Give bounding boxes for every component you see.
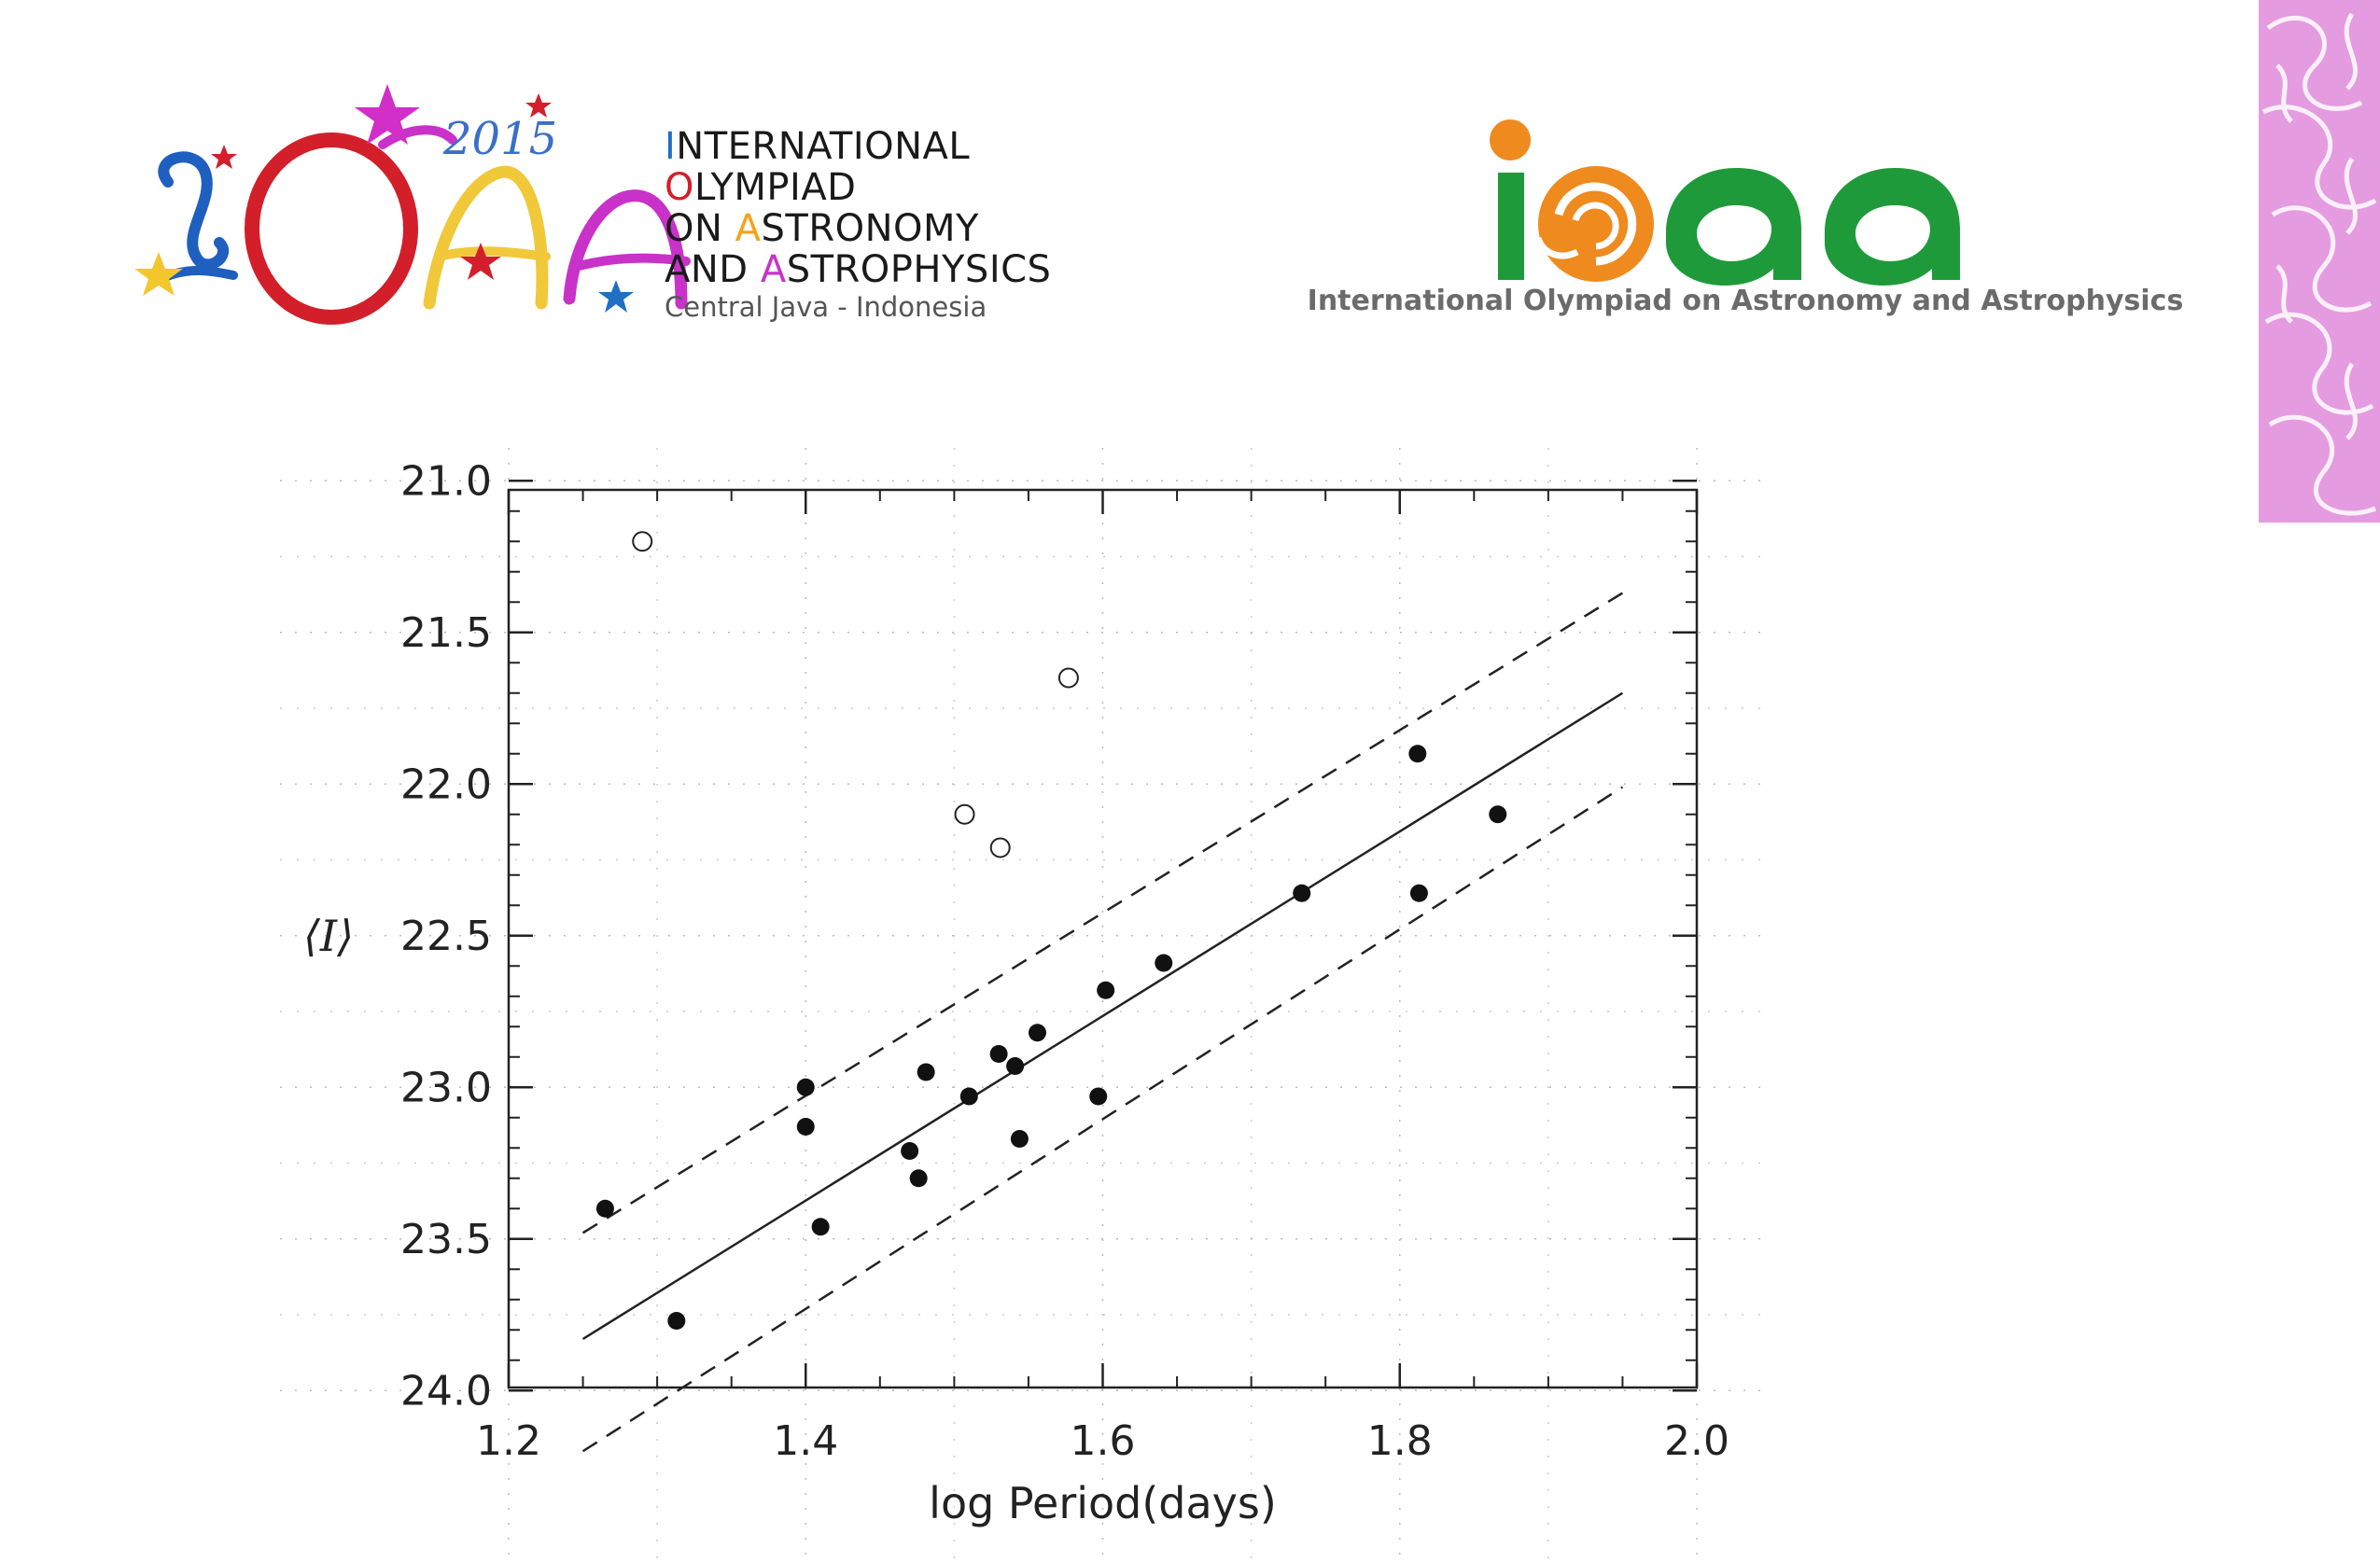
ioaa-2015-logo: 2015 bbox=[134, 84, 691, 325]
period-magnitude-chart: 1.2 1.4 1.6 1.8 2.0 21.0 21.5 22.0 22.5 23.0 23.5… bbox=[280, 448, 1773, 1562]
y-tick-labels: 21.0 21.5 22.0 22.5 23.0 23.5 24.0 bbox=[400, 457, 492, 1415]
rest: LYMPIAD bbox=[693, 166, 857, 209]
y-tick-label: 22.0 bbox=[400, 760, 492, 808]
wordmark-line-2: OLYMPIAD bbox=[665, 167, 1094, 208]
magenta-star-icon bbox=[355, 84, 420, 145]
initial: A bbox=[760, 248, 787, 291]
x-tick-label: 1.2 bbox=[476, 1417, 541, 1465]
x-tick-label: 2.0 bbox=[1664, 1417, 1729, 1465]
filled-data-point bbox=[796, 1118, 815, 1136]
y-tick-label: 22.5 bbox=[400, 913, 492, 960]
ioaa-logo bbox=[1490, 119, 1960, 286]
initial: O bbox=[665, 166, 694, 209]
filled-data-point bbox=[1028, 1024, 1046, 1042]
y-tick-label: 21.0 bbox=[400, 457, 492, 505]
filled-data-point bbox=[917, 1063, 935, 1081]
filled-data-point bbox=[901, 1142, 919, 1160]
wordmark-subtitle: Central Java - Indonesia bbox=[665, 291, 987, 323]
logo-year: 2015 bbox=[442, 113, 557, 165]
rest: NTERNATIONAL bbox=[676, 125, 971, 168]
small-red-star-icon bbox=[525, 93, 552, 118]
filled-data-point bbox=[1006, 1057, 1025, 1075]
fit-lines bbox=[581, 592, 1624, 1453]
wordmark-line-1: INTERNATIONAL bbox=[665, 126, 1094, 167]
y-tick-label: 23.0 bbox=[400, 1064, 492, 1111]
x-tick-label: 1.6 bbox=[1071, 1417, 1136, 1465]
filled-data-point bbox=[1097, 981, 1115, 999]
x-tick-label: 1.4 bbox=[773, 1417, 838, 1465]
open-data-point bbox=[632, 531, 653, 552]
x-tick-label: 1.8 bbox=[1367, 1417, 1433, 1465]
small-red-star-icon bbox=[211, 145, 237, 169]
initial: I bbox=[665, 125, 677, 168]
filled-data-point bbox=[909, 1169, 928, 1188]
y-axis-title: ⟨I⟩ bbox=[303, 911, 354, 961]
wordmark-line-4: AND ASTROPHYSICS bbox=[665, 249, 1094, 290]
galaxy-icon bbox=[1534, 166, 1654, 282]
pre: AND bbox=[665, 248, 761, 291]
grid bbox=[280, 448, 1773, 1562]
axis-ticks bbox=[507, 480, 1699, 1392]
x-axis-title: log Period(days) bbox=[929, 1478, 1277, 1528]
dashed-bound-line bbox=[581, 786, 1624, 1453]
logo-i-stem bbox=[1498, 173, 1524, 280]
batik-decoration bbox=[2259, 0, 2380, 523]
plot-frame bbox=[507, 488, 1699, 1389]
open-data-point bbox=[1057, 667, 1079, 689]
filled-data-point bbox=[1155, 954, 1173, 972]
y-tick-label: 21.5 bbox=[400, 609, 492, 657]
dashed-bound-line bbox=[581, 592, 1624, 1234]
filled-data-point bbox=[959, 1087, 978, 1106]
filled-data-point bbox=[667, 1312, 686, 1330]
blue-star-icon bbox=[598, 280, 634, 313]
filled-data-point bbox=[1409, 884, 1428, 902]
ioaa-2015-wordmark: INTERNATIONAL OLYMPIAD ON ASTRONOMY AND … bbox=[665, 126, 1094, 324]
yellow-star-icon bbox=[134, 252, 183, 296]
data-points bbox=[595, 531, 1507, 1330]
initial: A bbox=[735, 207, 762, 250]
logo-letters-artwork bbox=[154, 125, 691, 325]
logo-i-dot bbox=[1490, 119, 1531, 160]
ioaa-logo-caption: International Olympiad on Astronomy and … bbox=[1307, 285, 2184, 317]
x-tick-labels: 1.2 1.4 1.6 1.8 2.0 bbox=[476, 1417, 1729, 1465]
filled-data-point bbox=[1089, 1087, 1108, 1106]
rest: STROPHYSICS bbox=[786, 248, 1052, 291]
logo-aa-letters bbox=[1666, 168, 1960, 286]
wordmark-line-3: ON ASTRONOMY bbox=[665, 208, 1094, 249]
pre: ON bbox=[665, 207, 735, 250]
filled-data-point bbox=[1293, 884, 1311, 902]
red-star-icon bbox=[460, 243, 501, 280]
filled-data-point bbox=[595, 1199, 614, 1218]
filled-data-point bbox=[1408, 745, 1427, 763]
filled-data-point bbox=[811, 1218, 830, 1236]
open-data-point bbox=[989, 837, 1011, 858]
y-tick-label: 24.0 bbox=[400, 1367, 492, 1415]
filled-data-point bbox=[989, 1045, 1008, 1063]
open-data-point bbox=[954, 803, 975, 825]
fit-line bbox=[581, 691, 1624, 1341]
y-tick-label: 23.5 bbox=[400, 1216, 492, 1263]
filled-data-point bbox=[1010, 1130, 1029, 1148]
filled-data-point bbox=[1489, 805, 1507, 824]
filled-data-point bbox=[796, 1078, 815, 1096]
rest: STRONOMY bbox=[761, 207, 979, 250]
